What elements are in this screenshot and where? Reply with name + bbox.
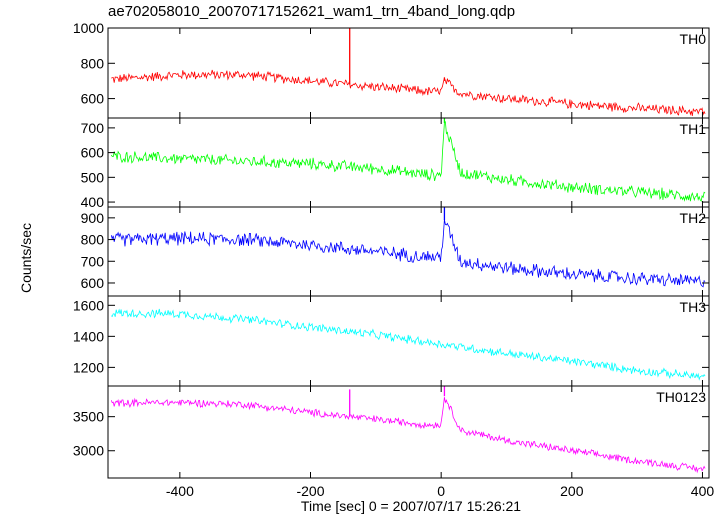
y-tick-label: 900 <box>81 210 105 226</box>
x-tick-label: -400 <box>166 483 194 499</box>
series-line-th0123 <box>110 397 706 474</box>
y-tick-label: 1400 <box>73 328 104 344</box>
y-tick-label: 1000 <box>73 20 104 36</box>
panel-frame <box>107 27 710 119</box>
x-tick-label: 0 <box>437 483 445 499</box>
y-tick-label: 3500 <box>73 409 104 425</box>
x-tick-label: -200 <box>296 483 324 499</box>
panel-frame <box>107 206 710 297</box>
panel-frame <box>107 385 710 479</box>
x-tick-label: 400 <box>691 483 715 499</box>
y-tick-label: 1200 <box>73 359 104 375</box>
panel-th3: 1200 1400 1600 TH3 <box>73 295 710 387</box>
page-title: ae702058010_20070717152621_wam1_trn_4ban… <box>108 3 516 20</box>
series-line-th3 <box>111 308 706 381</box>
panel-label-th2: TH2 <box>680 210 707 226</box>
panel-label-th0123: TH0123 <box>656 389 706 405</box>
series-line-th2 <box>110 219 706 288</box>
panel-label-th3: TH3 <box>680 299 707 315</box>
y-tick-label: 800 <box>81 232 105 248</box>
panel-th0: 600 800 1000 TH0 <box>73 20 710 119</box>
y-tick-label: 600 <box>81 145 105 161</box>
y-tick-label: 500 <box>81 169 105 185</box>
panel-frame <box>107 117 710 208</box>
panel-th0123: 3000 3500 TH0123 <box>73 385 710 479</box>
series-line-th1 <box>110 121 706 202</box>
x-tick-label: 200 <box>560 483 584 499</box>
y-tick-label: 600 <box>81 91 105 107</box>
y-tick-label: 600 <box>81 275 105 291</box>
y-tick-label: 3000 <box>73 443 104 459</box>
y-tick-label: 700 <box>81 120 105 136</box>
panel-th1: 400 500 600 700 TH1 <box>81 117 710 210</box>
x-axis-label: Time [sec] 0 = 2007/07/17 15:26:21 <box>300 498 522 514</box>
panel-th2: 600 700 800 900 TH2 <box>81 206 710 297</box>
panel-label-th0: TH0 <box>680 31 707 47</box>
series-line-th0 <box>111 69 706 116</box>
y-tick-label: 400 <box>81 194 105 210</box>
panel-frame <box>107 295 710 387</box>
y-tick-label: 1600 <box>73 297 104 313</box>
y-tick-label: 800 <box>81 55 105 71</box>
panel-label-th1: TH1 <box>680 121 707 137</box>
y-tick-label: 700 <box>81 253 105 269</box>
